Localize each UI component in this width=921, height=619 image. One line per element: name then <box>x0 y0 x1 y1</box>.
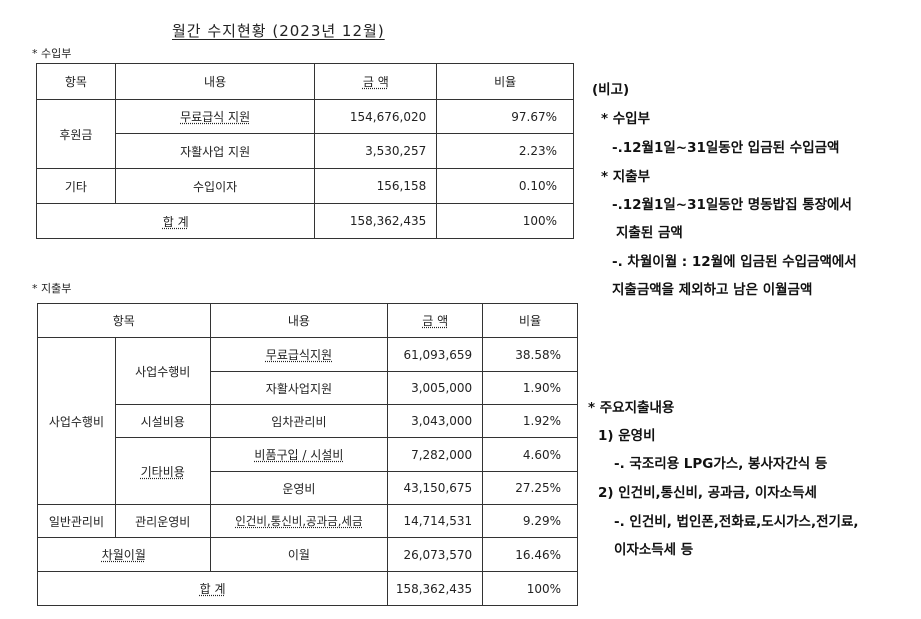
content-cell: 임차관리비 <box>209 404 389 438</box>
category-cell: 기타 <box>36 168 116 204</box>
table-row: 자활사업지원 3,005,000 1.90% <box>38 371 578 405</box>
notes-income-desc: -.12월1일~31일동안 입금된 수입금액 <box>612 140 840 156</box>
carryover-label: 차월이월 <box>37 537 211 572</box>
table-row: 기타비용 비품구입 / 시설비 7,282,000 4.60% <box>38 437 578 505</box>
group-general: 일반관리비 <box>37 504 116 538</box>
content-cell: 무료급식 지원 <box>114 99 316 134</box>
carryover-row: 차월이월 이월 26,073,570 16.46% <box>37 537 578 572</box>
total-ratio: 100% <box>436 203 574 239</box>
major-item1-desc: -. 국조리용 LPG가스, 봉사자간식 등 <box>614 456 828 472</box>
major-item2-desc1: -. 인건비, 법인폰,전화료,도시가스,전기료, <box>614 514 859 530</box>
table-header-row: 항목 내용 금 액 비율 <box>36 63 574 100</box>
table-row: 후원금 무료급식 지원 154,676,020 97.67% <box>36 99 574 169</box>
header-content: 내용 <box>209 303 389 338</box>
amount-cell: 3,530,257 <box>314 133 438 169</box>
amount-cell: 154,676,020 <box>314 99 438 134</box>
content-cell: 자활사업지원 <box>209 371 389 405</box>
header-category: 항목 <box>36 63 116 100</box>
carryover-ratio: 16.46% <box>482 537 578 572</box>
amount-cell: 3,005,000 <box>387 371 484 405</box>
table-header-row: 항목 내용 금 액 비율 <box>37 303 578 338</box>
content-cell: 수입이자 <box>114 168 316 204</box>
total-ratio: 100% <box>482 571 578 606</box>
total-row: 합 계 158,362,435 100% <box>35 203 574 239</box>
table-row: 기타 수입이자 156,158 0.10% <box>36 168 574 204</box>
ratio-cell: 1.92% <box>482 404 578 438</box>
income-section-label: * 수입부 <box>32 47 72 60</box>
amount-cell: 3,043,000 <box>387 404 484 438</box>
header-content: 내용 <box>114 63 316 100</box>
expense-table: 항목 내용 금 액 비율 사업수행비 사업수행비 무료급식지원 61,093,6… <box>36 303 578 606</box>
content-cell: 무료급식지원 <box>209 337 389 372</box>
ratio-cell: 1.90% <box>482 371 578 405</box>
carryover-content: 이월 <box>209 537 389 572</box>
category-cell: 후원금 <box>36 99 116 169</box>
table-row: 일반관리비 관리운영비 인건비,통신비,공과금,세금 14,714,531 9.… <box>37 504 578 538</box>
sub-other: 기타비용 <box>114 437 211 505</box>
header-amount: 금 액 <box>387 303 484 338</box>
sub-admin: 관리운영비 <box>114 504 211 538</box>
major-title: * 주요지출내용 <box>588 400 675 416</box>
sub-business: 사업수행비 <box>114 337 211 405</box>
ratio-cell: 97.67% <box>436 99 574 134</box>
total-amount: 158,362,435 <box>314 203 438 239</box>
major-item2: 2) 인건비,통신비, 공과금, 이자소득세 <box>598 485 817 501</box>
total-row: 합 계 158,362,435 100% <box>36 571 578 606</box>
total-amount: 158,362,435 <box>387 571 484 606</box>
total-label: 합 계 <box>36 571 389 606</box>
sub-facility: 시설비용 <box>114 404 211 438</box>
content-cell: 인건비,통신비,공과금,세금 <box>209 504 389 538</box>
amount-cell: 43,150,675 <box>387 471 484 505</box>
ratio-cell: 38.58% <box>482 337 578 372</box>
major-item1: 1) 운영비 <box>598 428 656 444</box>
content-cell: 자활사업 지원 <box>114 133 316 169</box>
table-row: 시설비용 임차관리비 3,043,000 1.92% <box>38 404 578 438</box>
notes-carry-desc2: 지출금액을 제외하고 남은 이월금액 <box>612 282 813 298</box>
ratio-cell: 4.60% <box>482 437 578 472</box>
expense-section-label: * 지출부 <box>32 282 72 295</box>
header-ratio: 비율 <box>436 63 574 100</box>
header-category: 항목 <box>37 303 211 338</box>
notes-expense-desc1: -.12월1일~31일동안 명동밥집 통장에서 <box>612 197 852 213</box>
notes-carry-desc1: -. 차월이월 : 12월에 입금된 수입금액에서 <box>612 254 857 270</box>
ratio-cell: 27.25% <box>482 471 578 505</box>
carryover-amount: 26,073,570 <box>387 537 484 572</box>
notes-heading: (비고) <box>592 82 630 98</box>
major-item2-desc2: 이자소득세 등 <box>614 542 694 558</box>
table-row: 운영비 43,150,675 27.25% <box>38 471 578 505</box>
content-cell: 비품구입 / 시설비 <box>209 437 389 472</box>
table-row: 사업수행비 사업수행비 무료급식지원 61,093,659 38.58% <box>37 337 578 505</box>
income-table: 항목 내용 금 액 비율 후원금 무료급식 지원 154,676,020 97.… <box>35 63 574 239</box>
ratio-cell: 9.29% <box>482 504 578 538</box>
ratio-cell: 0.10% <box>436 168 574 204</box>
amount-cell: 156,158 <box>314 168 438 204</box>
notes-expense-title: * 지출부 <box>601 169 651 185</box>
group-business: 사업수행비 <box>37 337 116 505</box>
header-amount: 금 액 <box>314 63 438 100</box>
page-title: 월간 수지현황 (2023년 12월) <box>172 22 385 40</box>
ratio-cell: 2.23% <box>436 133 574 169</box>
notes-expense-desc2: 지출된 금액 <box>616 225 683 241</box>
amount-cell: 14,714,531 <box>387 504 484 538</box>
notes-income-title: * 수입부 <box>601 111 651 127</box>
amount-cell: 61,093,659 <box>387 337 484 372</box>
total-label: 합 계 <box>35 203 316 239</box>
header-ratio: 비율 <box>482 303 578 338</box>
table-row: 자활사업 지원 3,530,257 2.23% <box>37 133 574 169</box>
content-cell: 운영비 <box>209 471 389 505</box>
amount-cell: 7,282,000 <box>387 437 484 472</box>
